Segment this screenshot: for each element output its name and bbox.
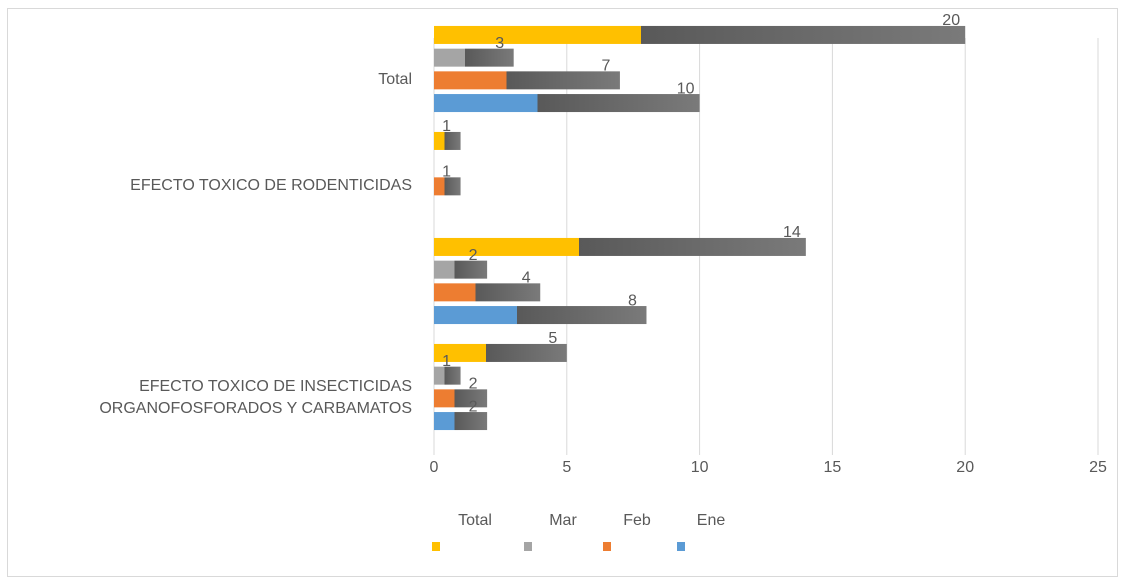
bar <box>434 283 541 302</box>
bar <box>434 306 647 325</box>
data-label: 5 <box>548 330 557 347</box>
data-label: 2 <box>469 398 478 415</box>
x-tick-label: 0 <box>430 459 439 476</box>
data-label: 7 <box>601 58 610 75</box>
legend-label: Feb <box>623 512 651 529</box>
category-label: EFECTO TOXICO DE RODENTICIDAS <box>130 177 412 194</box>
legend-swatch <box>677 542 685 551</box>
data-label: 20 <box>942 12 960 29</box>
legend-swatch <box>603 542 611 551</box>
data-label: 10 <box>677 80 695 97</box>
data-label: 8 <box>628 292 637 309</box>
x-tick-label: 15 <box>824 459 842 476</box>
legend-swatch <box>432 542 440 551</box>
bar <box>434 237 806 256</box>
x-tick-label: 20 <box>956 459 974 476</box>
data-label: 1 <box>442 118 451 135</box>
chart-border <box>7 8 1118 577</box>
bar <box>434 25 966 44</box>
category-label: Total <box>378 71 412 88</box>
bar <box>434 389 488 408</box>
data-label: 3 <box>495 35 504 52</box>
bar <box>434 131 461 150</box>
data-label: 1 <box>442 353 451 370</box>
bar <box>434 94 700 113</box>
data-label: 4 <box>522 270 531 287</box>
legend-label: Mar <box>549 512 577 529</box>
legend-label: Total <box>458 512 492 529</box>
x-tick-label: 10 <box>691 459 709 476</box>
legend-label: Ene <box>697 512 726 529</box>
data-label: 1 <box>442 164 451 181</box>
bar <box>434 260 488 279</box>
bar <box>434 71 620 90</box>
category-label: EFECTO TOXICO DE INSECTICIDAS ORGANOFOSF… <box>99 378 412 417</box>
bar <box>434 343 567 362</box>
data-label: 14 <box>783 224 801 241</box>
bar <box>434 366 461 385</box>
x-tick-label: 25 <box>1089 459 1107 476</box>
data-label: 2 <box>469 247 478 264</box>
bar <box>434 412 488 431</box>
data-label: 2 <box>469 376 478 393</box>
legend-swatch <box>524 542 532 551</box>
bar <box>434 177 461 196</box>
x-tick-label: 5 <box>562 459 571 476</box>
bar <box>434 48 514 67</box>
